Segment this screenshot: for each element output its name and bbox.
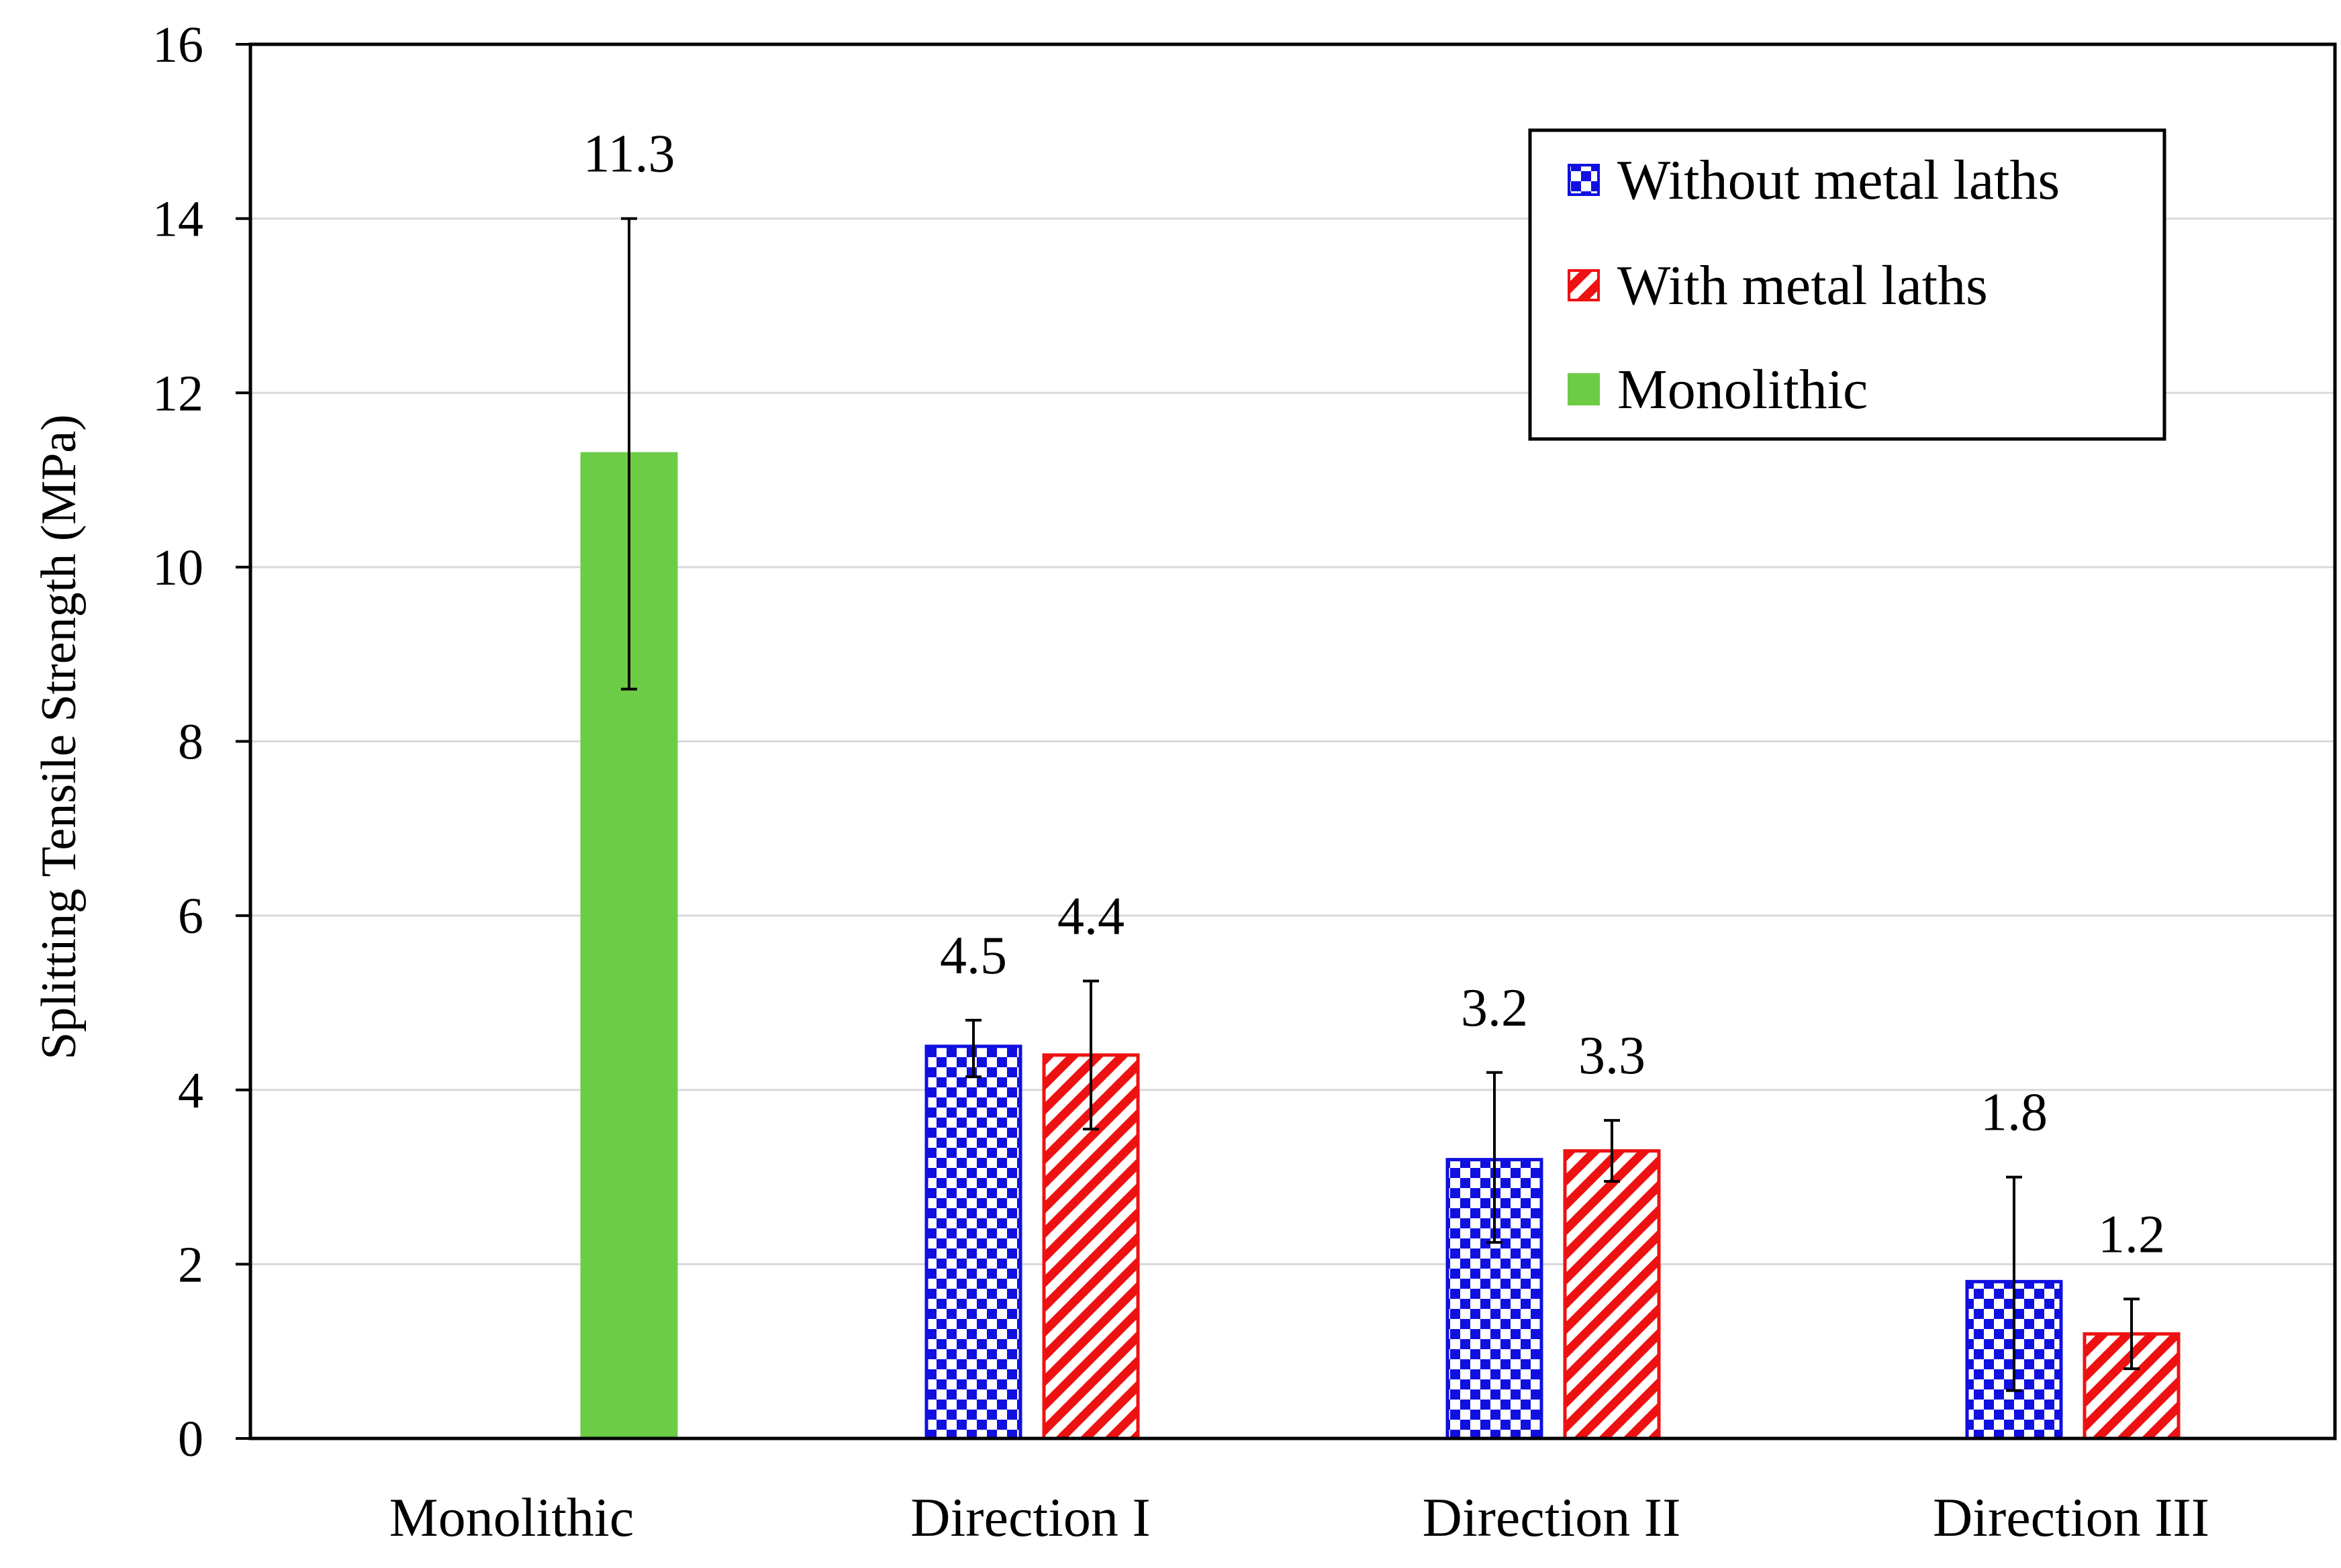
legend-swatch — [1568, 269, 1600, 301]
x-category-label: Direction III — [1933, 1487, 2209, 1548]
x-category-label: Monolithic — [389, 1487, 634, 1548]
error-bars — [621, 217, 2140, 1392]
y-tick-label: 0 — [178, 1411, 203, 1467]
y-tick-label: 14 — [152, 191, 203, 248]
y-tick-label: 12 — [152, 365, 203, 422]
legend-label: Monolithic — [1617, 358, 1868, 421]
data-label: 3.2 — [1461, 979, 1528, 1038]
y-tick-label: 10 — [152, 540, 203, 596]
data-labels: 4.5 3.2 1.8 4.4 3.3 1.2 11.3 — [583, 125, 2165, 1265]
legend: Without metal laths With metal laths Monol… — [1528, 128, 2166, 441]
legend-swatch — [1568, 164, 1600, 196]
legend-label: Without metal laths — [1617, 149, 2060, 211]
data-label: 4.5 — [940, 926, 1007, 985]
y-axis-title: Splitting Tensile Strength (MPa) — [32, 414, 87, 1060]
data-label: 1.2 — [2098, 1205, 2165, 1264]
data-label: 3.3 — [1578, 1026, 1645, 1085]
bars — [580, 452, 2181, 1440]
bar — [924, 1044, 1022, 1440]
axes: 0 2 4 6 8 10 12 14 16 Monolithic Direction I Direct… — [152, 17, 2337, 1548]
data-label: 1.8 — [1980, 1083, 2048, 1142]
bar — [1563, 1149, 1661, 1440]
y-tick-label: 4 — [178, 1063, 203, 1119]
y-tick-label: 6 — [178, 888, 203, 944]
x-category-label: Direction I — [910, 1487, 1150, 1548]
y-tick-label: 8 — [178, 714, 203, 771]
y-tick-label: 2 — [178, 1236, 203, 1293]
y-tick-label: 16 — [152, 17, 203, 73]
data-label: 4.4 — [1057, 887, 1125, 946]
plot-area-border — [248, 42, 2337, 1440]
x-category-label: Direction II — [1423, 1487, 1681, 1548]
legend-swatch — [1568, 373, 1600, 405]
legend-label: With metal laths — [1617, 254, 1988, 317]
legend-box — [1528, 128, 2166, 441]
data-label: 11.3 — [583, 125, 675, 184]
